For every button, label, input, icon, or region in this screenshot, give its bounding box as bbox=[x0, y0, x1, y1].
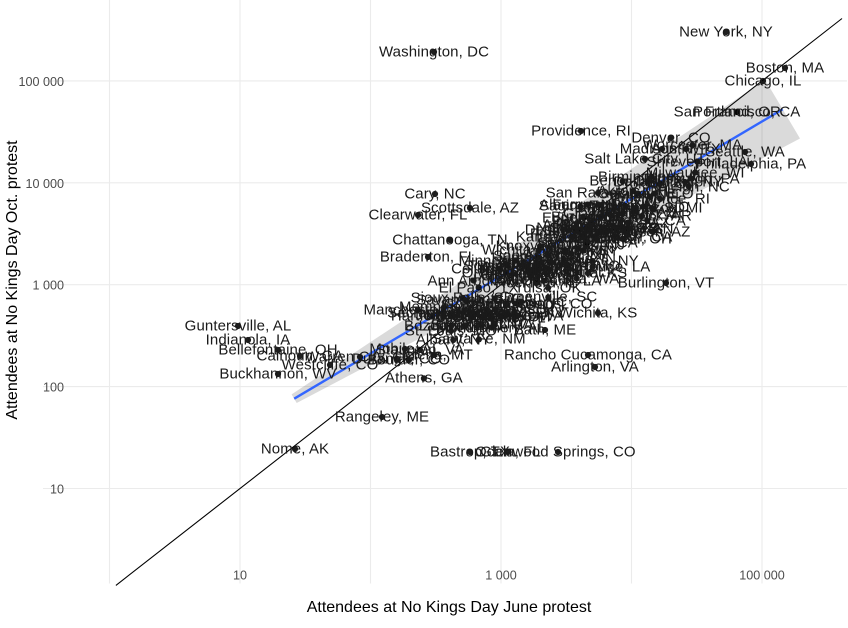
svg-text:10: 10 bbox=[50, 483, 64, 497]
svg-text:1 000: 1 000 bbox=[485, 569, 517, 583]
svg-text:10: 10 bbox=[233, 569, 247, 583]
svg-text:100 000: 100 000 bbox=[18, 75, 64, 89]
svg-text:1 000: 1 000 bbox=[32, 279, 64, 293]
svg-text:10 000: 10 000 bbox=[25, 177, 64, 191]
svg-text:100 000: 100 000 bbox=[739, 569, 785, 583]
svg-text:100: 100 bbox=[43, 381, 64, 395]
